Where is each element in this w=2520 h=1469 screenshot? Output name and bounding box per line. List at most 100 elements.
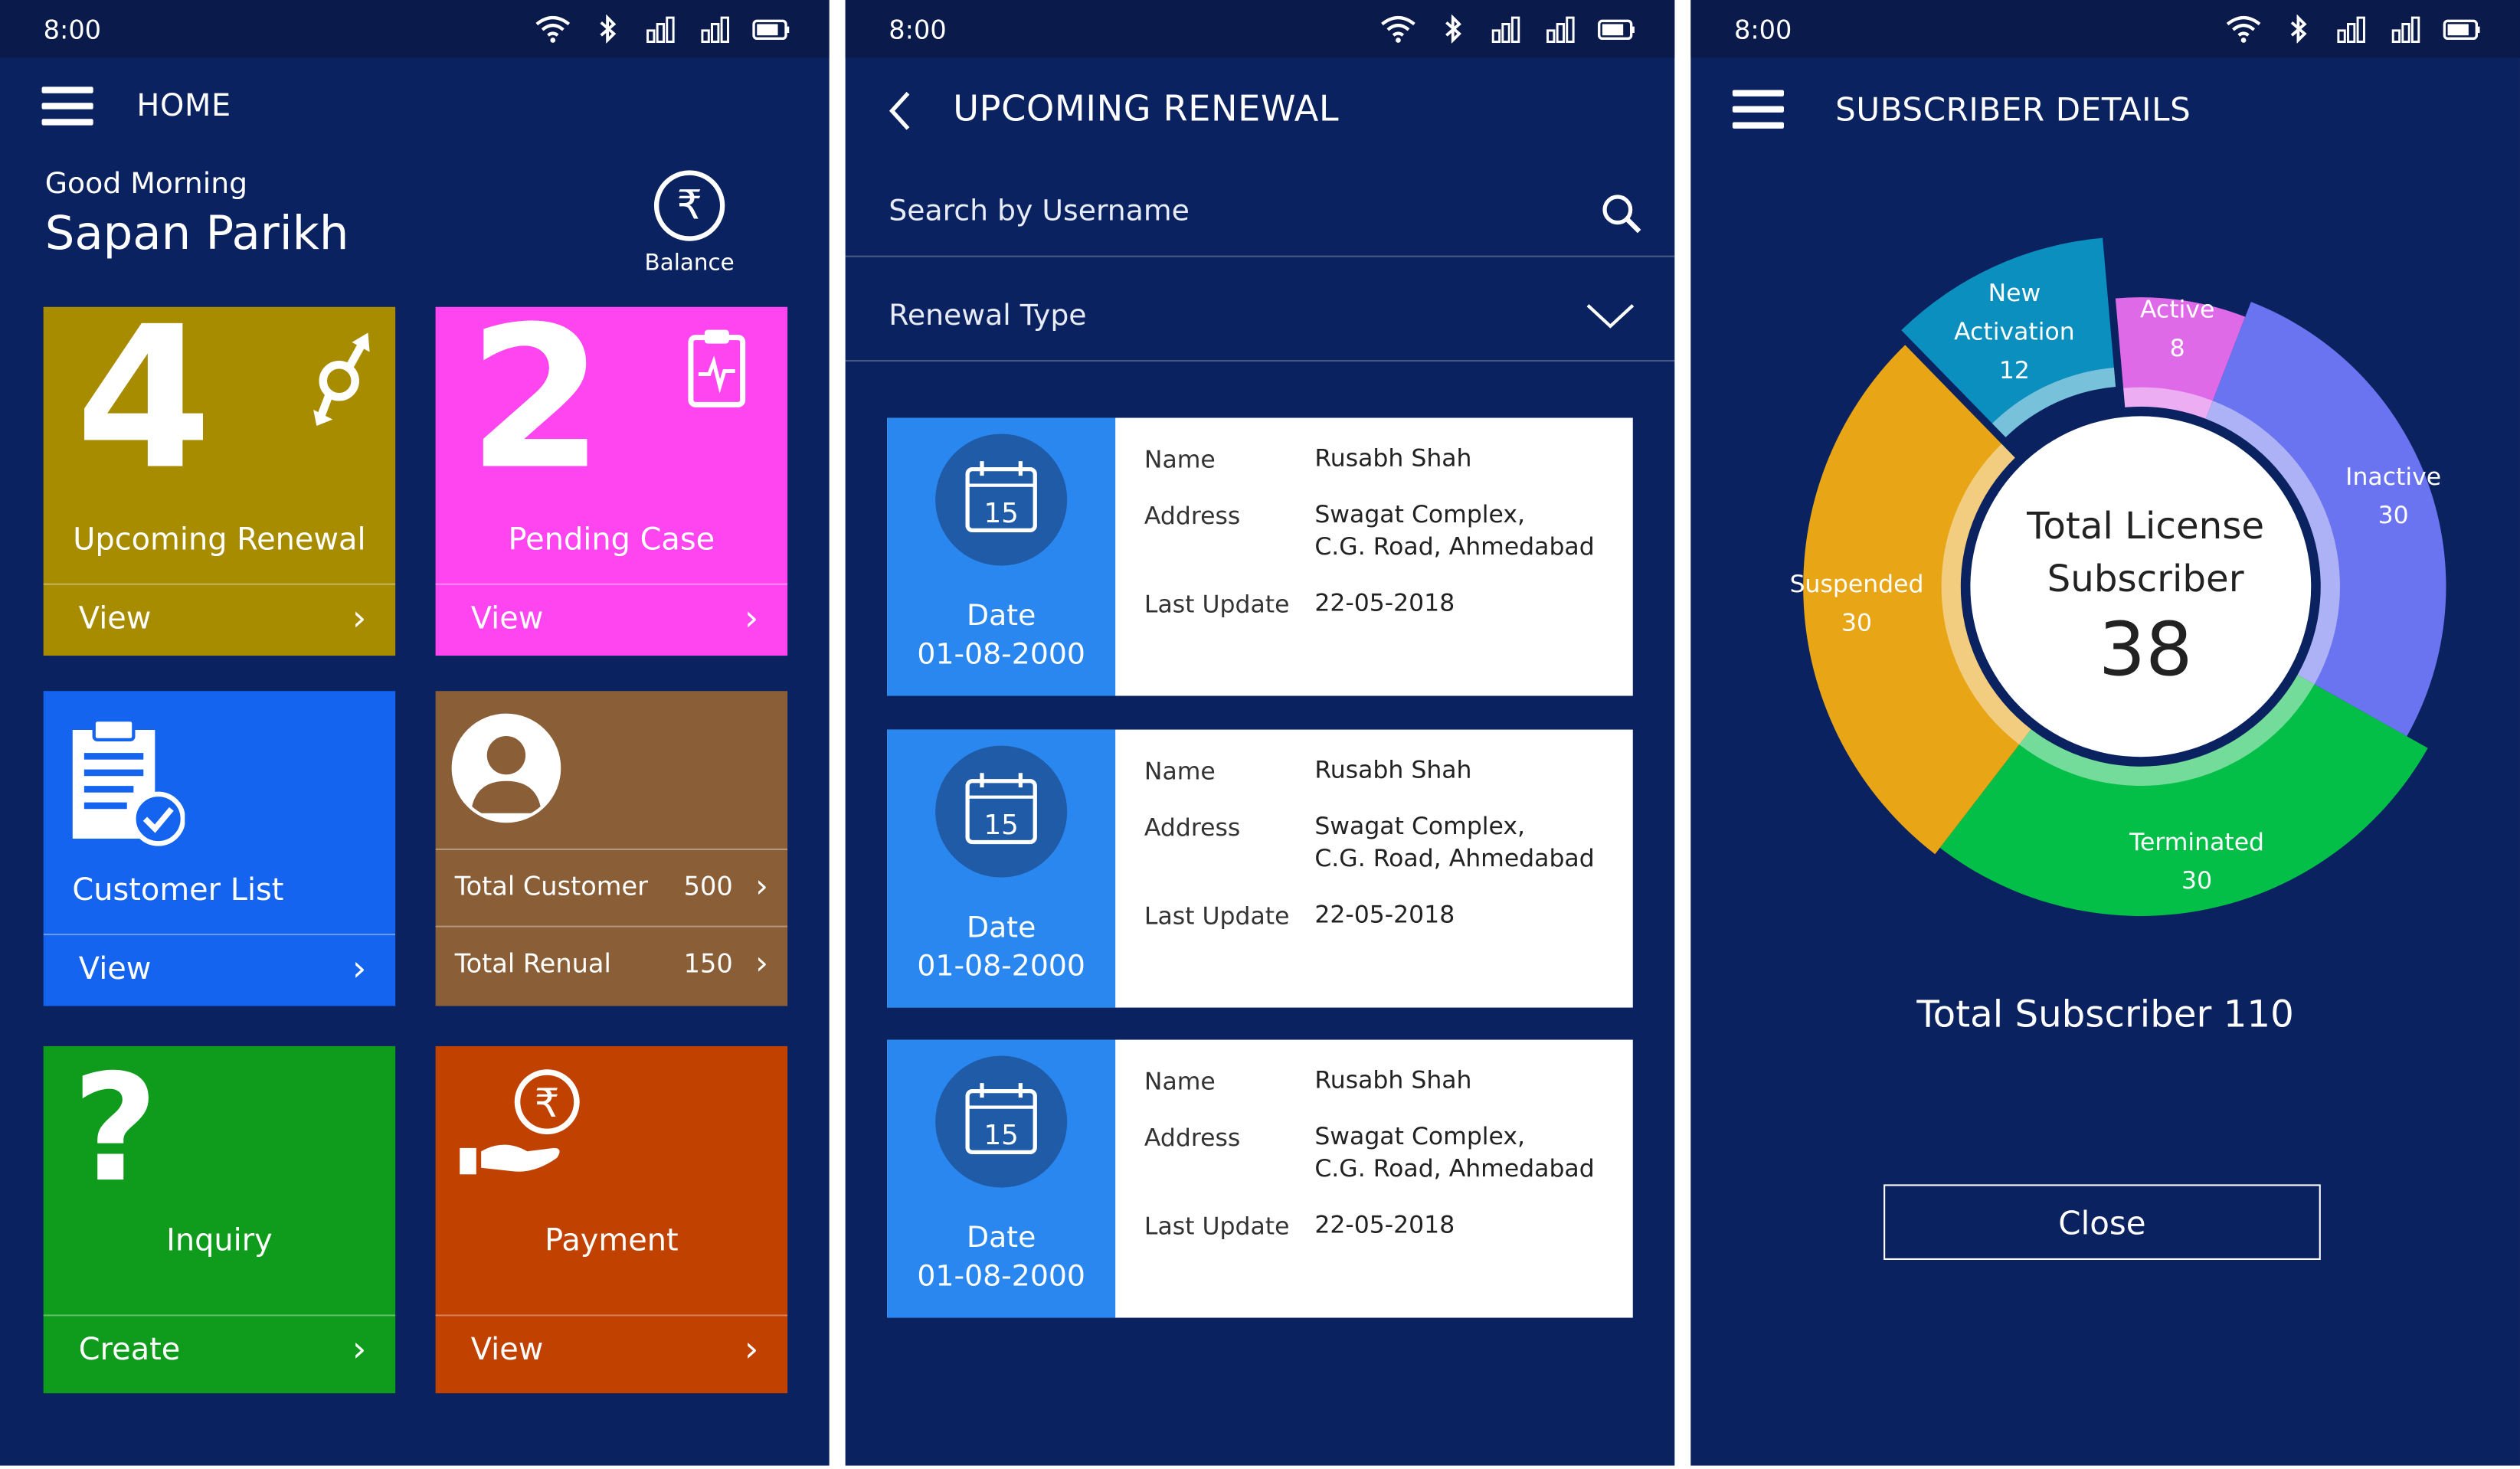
signal-icon bbox=[1491, 16, 1520, 44]
chevron-right-icon: › bbox=[744, 599, 759, 640]
svg-text:₹: ₹ bbox=[535, 1081, 560, 1127]
pending-case-tile[interactable]: 2 Pending Case View › bbox=[435, 306, 788, 656]
page-title: SUBSCRIBER DETAILS bbox=[1835, 90, 2191, 129]
slice-suspended[interactable] bbox=[1803, 345, 2031, 855]
inquiry-label: Inquiry bbox=[166, 1222, 273, 1258]
balance-button[interactable]: ₹ Balance bbox=[643, 170, 736, 276]
customer-list-label: Customer List bbox=[72, 872, 284, 908]
last-update-label: Last Update bbox=[1144, 901, 1290, 931]
card-date-panel: 15 Date 01-08-2000 bbox=[887, 729, 1116, 1008]
renewal-card[interactable]: 15 Date 01-08-2000 Name Rusabh Shah Address Sw… bbox=[887, 729, 1633, 1008]
renewal-type-dropdown[interactable]: Renewal Type bbox=[845, 257, 1675, 362]
checklist-icon bbox=[72, 718, 185, 846]
address-label: Address bbox=[1144, 1123, 1241, 1153]
slice-value-label: 30 bbox=[2378, 502, 2409, 529]
close-button[interactable]: Close bbox=[1883, 1184, 2321, 1260]
search-icon[interactable] bbox=[1601, 193, 1643, 235]
customer-list-view-button[interactable]: View › bbox=[43, 934, 396, 1006]
bluetooth-icon bbox=[1445, 14, 1461, 44]
avatar bbox=[451, 713, 561, 823]
home-screen: 8:00 HOME Good Morning Sapan Parikh ₹ Ba… bbox=[0, 0, 830, 1466]
status-time: 8:00 bbox=[889, 14, 947, 45]
inquiry-create-button[interactable]: Create › bbox=[43, 1314, 396, 1393]
upcoming-renewal-tile[interactable]: 4 Upcoming Renewal View › bbox=[43, 306, 396, 656]
slice-inner-ring bbox=[2205, 401, 2340, 685]
slice-terminated[interactable] bbox=[1939, 675, 2428, 916]
payment-hand-icon: ₹ bbox=[460, 1069, 580, 1175]
search-bar[interactable]: Search by Username bbox=[845, 167, 1675, 257]
card-date-panel: 15 Date 01-08-2000 bbox=[887, 1039, 1116, 1318]
create-label: Create bbox=[78, 1332, 181, 1368]
subscriber-donut-chart: Active 8 Inactive 30 Terminated 30 Suspended 30… bbox=[1763, 209, 2518, 964]
slice-inner-ring bbox=[1991, 367, 2116, 437]
svg-text:15: 15 bbox=[983, 1120, 1018, 1151]
upcoming-renewal-count: 4 bbox=[75, 306, 212, 513]
top-bar: SUBSCRIBER DETAILS bbox=[1690, 58, 2520, 158]
slice-name-label: Active bbox=[2140, 296, 2214, 324]
center-label-line2: Subscriber bbox=[2047, 558, 2244, 600]
address-label: Address bbox=[1144, 501, 1241, 531]
user-name: Sapan Parikh bbox=[44, 205, 349, 260]
center-value: 38 bbox=[2099, 606, 2193, 692]
payment-tile[interactable]: ₹ Payment View › bbox=[435, 1045, 788, 1394]
bluetooth-icon bbox=[600, 14, 617, 44]
renewal-card[interactable]: 15 Date 01-08-2000 Name Rusabh Shah Address Sw… bbox=[887, 417, 1633, 696]
hamburger-menu-icon[interactable] bbox=[41, 87, 93, 125]
payment-view-button[interactable]: View › bbox=[435, 1314, 788, 1393]
wifi-icon bbox=[2226, 15, 2261, 43]
calendar-icon: 15 bbox=[935, 434, 1068, 566]
total-customer-row[interactable]: Total Customer 500 › bbox=[435, 848, 788, 926]
chevron-right-icon: › bbox=[755, 865, 768, 905]
view-label: View bbox=[470, 600, 544, 636]
search-input[interactable]: Search by Username bbox=[889, 194, 1190, 228]
back-arrow-icon[interactable] bbox=[887, 90, 913, 132]
customer-stats-tile: Total Customer 500 › Total Renual 150 › bbox=[435, 691, 788, 1006]
total-customer-label: Total Customer bbox=[454, 871, 648, 902]
slice-inner-ring bbox=[2123, 387, 2213, 419]
address-line1: Swagat Complex, bbox=[1314, 811, 1525, 841]
upcoming-renewal-view-button[interactable]: View › bbox=[43, 583, 396, 656]
svg-text:15: 15 bbox=[983, 498, 1018, 529]
name-label: Name bbox=[1144, 757, 1216, 787]
pending-case-view-button[interactable]: View › bbox=[435, 583, 788, 656]
status-time: 8:00 bbox=[43, 14, 102, 45]
signal-icon bbox=[646, 16, 675, 44]
renewal-type-label: Renewal Type bbox=[889, 299, 1087, 333]
last-update-value: 22-05-2018 bbox=[1314, 587, 1455, 617]
pending-case-label: Pending Case bbox=[508, 522, 715, 558]
address-line2: C.G. Road, Ahmedabad bbox=[1314, 532, 1595, 561]
address-line2: C.G. Road, Ahmedabad bbox=[1314, 1153, 1595, 1183]
chevron-right-icon: › bbox=[352, 1330, 367, 1371]
address-line2: C.G. Road, Ahmedabad bbox=[1314, 843, 1595, 873]
last-update-value: 22-05-2018 bbox=[1314, 899, 1455, 929]
slice-new-activation[interactable] bbox=[1901, 237, 2116, 437]
slice-inactive[interactable] bbox=[2205, 302, 2446, 737]
date-label: Date bbox=[967, 911, 1036, 945]
renewal-icon bbox=[313, 332, 370, 427]
renewal-card[interactable]: 15 Date 01-08-2000 Name Rusabh Shah Address Sw… bbox=[887, 1039, 1633, 1318]
pending-case-count: 2 bbox=[467, 306, 604, 513]
inquiry-tile[interactable]: ? Inquiry Create › bbox=[43, 1045, 396, 1394]
person-icon bbox=[470, 735, 542, 813]
balance-label: Balance bbox=[644, 250, 735, 276]
battery-icon bbox=[1598, 19, 1635, 41]
total-renual-label: Total Renual bbox=[454, 947, 611, 979]
greeting-text: Good Morning bbox=[44, 167, 248, 201]
date-value: 01-08-2000 bbox=[917, 950, 1085, 984]
total-renual-row[interactable]: Total Renual 150 › bbox=[435, 925, 788, 1003]
slice-name-label: Suspended bbox=[1790, 571, 1924, 598]
battery-icon bbox=[2443, 19, 2480, 41]
last-update-label: Last Update bbox=[1144, 1212, 1290, 1241]
name-label: Name bbox=[1144, 1067, 1216, 1096]
total-customer-value: 500 bbox=[683, 871, 733, 902]
slice-value-label: 30 bbox=[1841, 609, 1872, 636]
card-date-panel: 15 Date 01-08-2000 bbox=[887, 417, 1116, 696]
customer-list-tile[interactable]: Customer List View › bbox=[43, 691, 396, 1006]
address-label: Address bbox=[1144, 813, 1241, 842]
donut-center bbox=[1970, 416, 2312, 757]
slice-active[interactable] bbox=[2115, 297, 2246, 419]
slice-name-label: Inactive bbox=[2345, 463, 2441, 491]
center-label-line1: Total License bbox=[2026, 505, 2264, 548]
slice-name-label: Activation bbox=[1954, 319, 2075, 346]
hamburger-menu-icon[interactable] bbox=[1732, 90, 1785, 128]
